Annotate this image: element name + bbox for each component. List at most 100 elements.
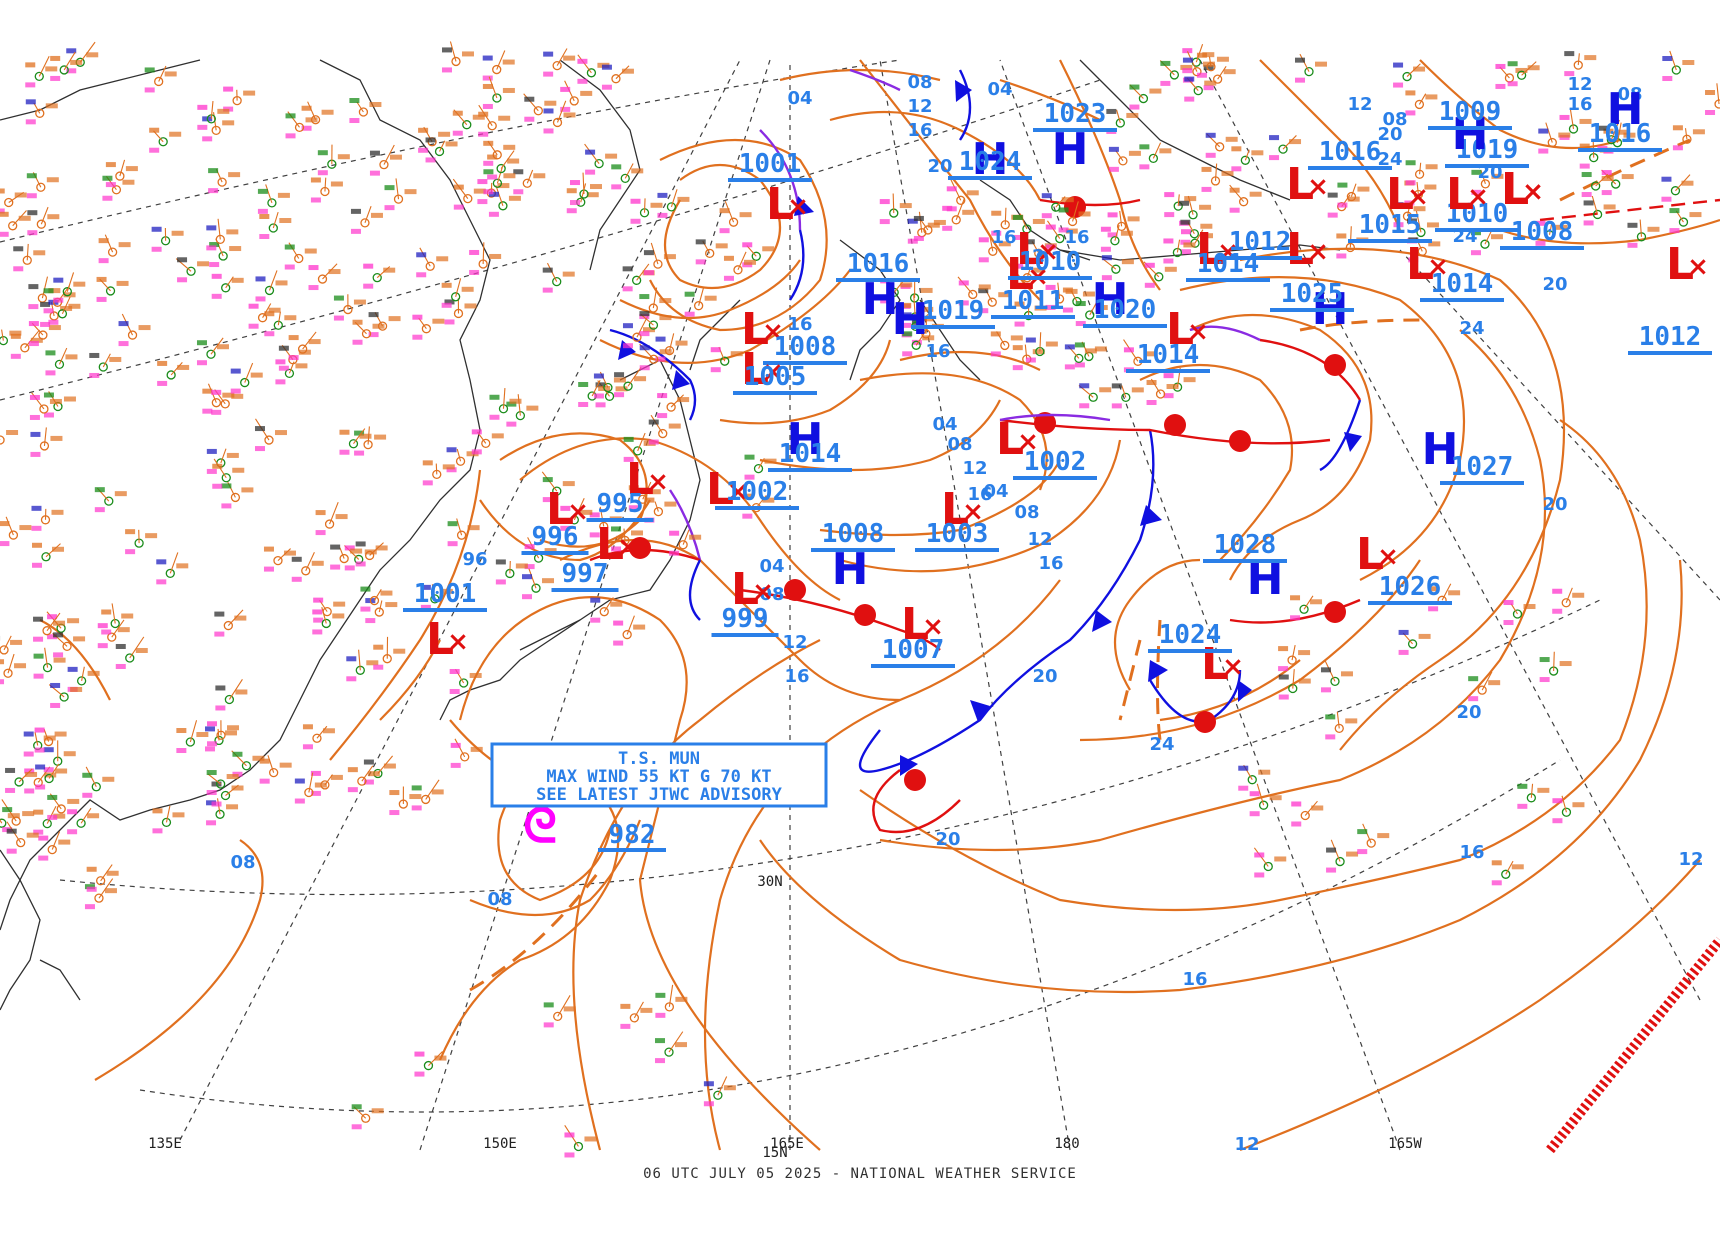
station-plot (0, 429, 19, 445)
station-plot (703, 1076, 736, 1107)
isobar-label: 04 (787, 88, 812, 109)
station-plot (560, 498, 593, 531)
station-plot (1139, 142, 1172, 170)
station-plot (346, 649, 379, 682)
station-plot (1583, 195, 1616, 226)
station-plot (25, 99, 58, 125)
station-plot (482, 50, 515, 81)
station-plot (1146, 378, 1179, 406)
station-plot (13, 243, 46, 272)
low-symbol: L (1666, 239, 1694, 290)
low-center-mark: × (1522, 177, 1544, 207)
station-plot (33, 612, 66, 642)
station-plot (214, 609, 247, 637)
station-plot (230, 362, 263, 394)
low-symbol: L (596, 519, 624, 570)
station-plot (957, 276, 991, 306)
station-plot (66, 41, 99, 74)
station-plot (1471, 169, 1504, 195)
station-plot (1045, 220, 1078, 250)
station-plot (255, 270, 288, 302)
station-plot (1669, 208, 1702, 234)
pressure-label: 1002 (726, 477, 789, 507)
low-center-mark: × (922, 612, 944, 642)
isobar-label: 16 (1038, 553, 1063, 574)
station-plot (275, 359, 308, 385)
advisory-line-1: T.S. MUN (618, 749, 700, 769)
station-plot (254, 418, 287, 452)
station-plot (564, 1124, 597, 1158)
pressure-label: 1014 (1137, 340, 1200, 370)
pressure-label: 996 (532, 522, 579, 552)
low-symbol: L (1166, 304, 1194, 355)
low-symbol: L (996, 414, 1024, 465)
station-plot (657, 393, 690, 419)
station-plot (1163, 238, 1196, 264)
pressure-label: 1027 (1451, 452, 1514, 482)
low-symbol: L (426, 614, 454, 665)
station-plot (1164, 192, 1197, 218)
station-plot (144, 65, 177, 93)
station-plot (259, 755, 292, 784)
station-plot (369, 144, 402, 176)
station-plot (157, 360, 190, 386)
station-plot (257, 184, 290, 214)
low-center-mark: × (752, 577, 774, 607)
low-center-mark: × (1017, 427, 1039, 457)
station-plot (1393, 62, 1426, 88)
station-plot (207, 720, 240, 747)
station-plot (206, 798, 239, 826)
station-plot (152, 805, 185, 834)
station-plot (351, 1104, 384, 1130)
isobar-label: 12 (1347, 94, 1372, 115)
station-plot (94, 487, 127, 513)
station-plot (978, 288, 1011, 314)
station-plot (1662, 50, 1695, 82)
station-plot (1538, 122, 1571, 154)
geo-label: 180 (1054, 1136, 1079, 1152)
pressure-label: 1008 (1511, 217, 1574, 247)
station-plot (25, 56, 58, 88)
station-plot (118, 313, 151, 347)
troughs (469, 138, 1691, 992)
low-center-mark: × (1407, 182, 1429, 212)
low-symbol: L (1501, 164, 1529, 215)
low-pressure-1015: L×1015 (1348, 169, 1432, 243)
station-plot (630, 198, 663, 224)
station-plot (620, 1001, 653, 1029)
station-plot (1326, 839, 1359, 873)
pressure-label: 1011 (1002, 286, 1065, 316)
station-plot (45, 347, 78, 376)
low-symbol: L (1406, 239, 1434, 290)
station-plot (355, 541, 388, 567)
low-pressure-1014: L×1014 (1186, 224, 1270, 282)
low-pressure-1001: L× 1001 (403, 579, 487, 665)
high-symbol: H (1452, 109, 1489, 160)
low-symbol: L (1356, 529, 1384, 580)
isobar-label: 20 (1542, 274, 1567, 295)
station-plot (420, 584, 453, 610)
station-plot (1581, 172, 1614, 198)
station-plot (1041, 193, 1074, 219)
high-symbol: H (862, 274, 899, 325)
station-plot (1325, 711, 1358, 740)
station-plot (347, 765, 380, 793)
low-pressure-1012: L× 1012 (1218, 224, 1329, 275)
station-plot (946, 179, 979, 212)
isobar-label: 08 (230, 852, 255, 873)
low-center-mark: × (762, 317, 784, 347)
low-pressure-996: L×996 (521, 484, 589, 555)
station-plot (695, 239, 728, 265)
station-plot (710, 346, 743, 373)
station-plot (593, 371, 626, 399)
low-pressure-1024: L×1024 (1148, 620, 1244, 690)
station-plot (913, 215, 946, 241)
station-plot (52, 632, 86, 658)
station-plot (1627, 219, 1660, 248)
station-plot (478, 104, 511, 137)
station-plot (469, 242, 502, 275)
